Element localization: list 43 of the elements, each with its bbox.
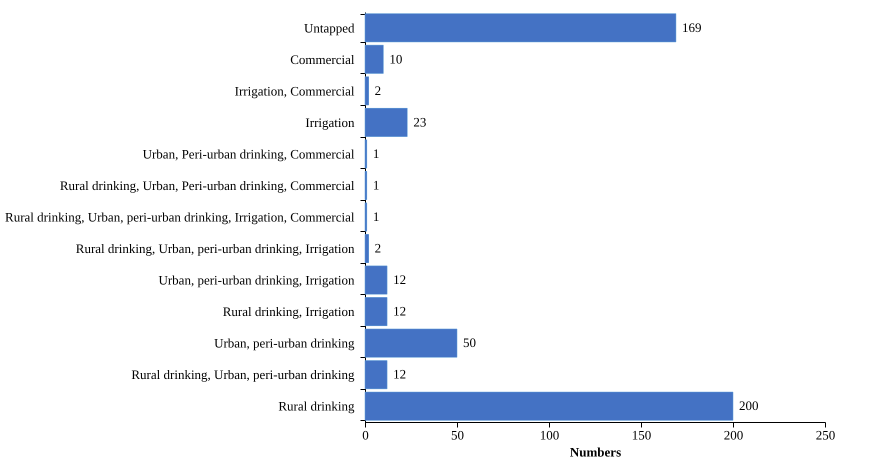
data-label: 200	[739, 398, 758, 414]
x-axis-title: Numbers	[570, 444, 622, 460]
bar	[364, 234, 369, 263]
bar	[364, 76, 369, 106]
y-tick-label: Irrigation	[305, 114, 355, 130]
bar	[364, 44, 384, 74]
data-label: 1	[372, 146, 380, 161]
y-tick-label: Rural drinking, Irrigation	[222, 304, 355, 320]
bar	[364, 13, 676, 42]
x-tick-label: 100	[540, 428, 560, 442]
data-label: 2	[374, 82, 382, 98]
y-tick-label: Urban, Peri-urban drinking, Commercial	[142, 146, 355, 162]
bar	[364, 360, 388, 390]
data-label: 1	[372, 177, 380, 192]
data-label: 12	[393, 366, 406, 382]
y-tick-label: Rural drinking	[278, 398, 355, 414]
bar	[364, 328, 458, 358]
x-tick-label: 0	[362, 428, 369, 442]
x-tick-label: 250	[816, 428, 836, 442]
y-tick-label: Rural drinking, Urban, peri-urban drinking, Irrigation, Commercial	[5, 210, 355, 224]
data-label: 12	[393, 304, 406, 319]
bar	[364, 266, 388, 295]
x-tick-label: 150	[632, 428, 652, 442]
y-tick-label: Irrigation, Commercial	[234, 83, 355, 98]
bar	[364, 392, 734, 421]
y-tick-label: Rural drinking, Urban, peri-urban drinking	[131, 367, 355, 382]
x-tick-label: 50	[451, 428, 464, 442]
bar	[364, 297, 388, 326]
y-tick-label: Rural drinking, Urban, Peri-urban drinking, Commercial	[60, 178, 355, 193]
y-tick-label: Rural drinking, Urban, peri-urban drinking, Irrigation	[76, 241, 355, 256]
x-tick-label: 200	[724, 428, 744, 442]
y-tick-label: Commercial	[290, 52, 355, 67]
data-label: 1	[372, 209, 380, 224]
bar	[364, 108, 408, 137]
data-label: 23	[413, 114, 426, 130]
y-tick-label: Urban, peri-urban drinking, Irrigation	[158, 272, 355, 288]
y-tick-label: Urban, peri-urban drinking	[214, 336, 355, 351]
data-label: 2	[374, 240, 382, 256]
data-label: 12	[393, 272, 406, 288]
data-label: 169	[682, 20, 702, 35]
y-tick-label: Untapped	[304, 20, 355, 36]
data-label: 50	[463, 335, 476, 350]
data-label: 10	[389, 51, 402, 66]
